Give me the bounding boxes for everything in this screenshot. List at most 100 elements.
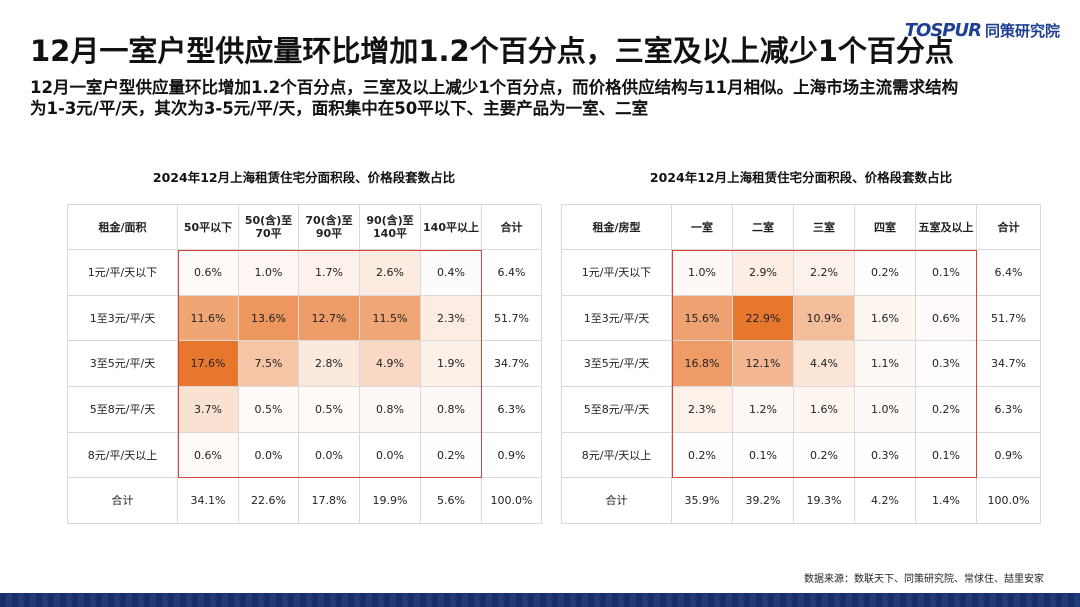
room-table-cell: 0.1% xyxy=(916,250,977,296)
area-table-cell: 0.6% xyxy=(178,432,239,479)
room-table-cell: 0.6% xyxy=(916,295,977,342)
area-table-row-label: 3至5元/平/天 xyxy=(68,341,178,388)
room-table-cell: 1.6% xyxy=(794,387,855,433)
room-table-row-label: 1至3元/平/天 xyxy=(562,295,672,342)
room-table-title: 2024年12月上海租赁住宅分面积段、价格段套数占比 xyxy=(649,170,953,185)
page-subtitle: 12月一室户型供应量环比增加1.2个百分点，三室及以上减少1个百分点，而价格供应… xyxy=(30,77,1060,119)
room-table-cell: 12.1% xyxy=(733,341,794,388)
area-table-cell: 1.0% xyxy=(239,250,299,296)
area-table-row-label: 1至3元/平/天 xyxy=(68,295,178,342)
area-table-cell: 2.3% xyxy=(421,295,482,342)
room-table-header-4: 四室 xyxy=(855,205,916,250)
area-table-cell: 0.5% xyxy=(239,387,299,433)
area-table-column-total: 34.1% xyxy=(178,478,239,525)
room-table-cell: 0.2% xyxy=(855,250,916,296)
room-table-header-2: 二室 xyxy=(733,205,794,250)
area-table-totals-label: 合计 xyxy=(68,478,178,525)
room-table-header-5: 五室及以上 xyxy=(916,205,977,250)
room-table-cell: 0.3% xyxy=(916,341,977,388)
room-table-cell: 2.2% xyxy=(794,250,855,296)
area-table-row-total: 0.9% xyxy=(482,432,542,479)
area-table-cell: 11.6% xyxy=(178,295,239,342)
room-table-cell: 1.1% xyxy=(855,341,916,388)
room-table-cell: 0.3% xyxy=(855,432,916,479)
area-table-cell: 0.8% xyxy=(421,387,482,433)
area-table-cell: 0.6% xyxy=(178,250,239,296)
data-source-note: 数据来源：数联天下、同策研究院、常俅住、喆里安家 xyxy=(804,574,1044,585)
area-table-header-6: 合计 xyxy=(482,205,542,250)
room-table-cell: 2.9% xyxy=(733,250,794,296)
room-table-row-total: 6.4% xyxy=(977,250,1041,296)
area-table-header-5: 140平以上 xyxy=(421,205,482,250)
room-table-cell: 10.9% xyxy=(794,295,855,342)
area-table-cell: 0.0% xyxy=(299,432,360,479)
room-table-header-1: 一室 xyxy=(672,205,733,250)
area-price-table: 租金/面积 50平以下 50(含)至70平 70(含)至90平 90(含)至140平 14… xyxy=(67,204,542,525)
subtitle-line-1: 12月一室户型供应量环比增加1.2个百分点，三室及以上减少1个百分点，而价格供应… xyxy=(30,78,959,97)
room-table-header-0: 租金/房型 xyxy=(562,205,672,250)
room-table-cell: 0.2% xyxy=(794,432,855,479)
room-table-header-3: 三室 xyxy=(794,205,855,250)
room-table-cell: 4.4% xyxy=(794,341,855,388)
room-table-row-label: 8元/平/天以上 xyxy=(562,432,672,479)
area-table-cell: 1.9% xyxy=(421,341,482,388)
area-table-header-0: 租金/面积 xyxy=(68,205,178,250)
room-table-row-label: 1元/平/天以下 xyxy=(562,250,672,296)
room-table-row-label: 5至8元/平/天 xyxy=(562,387,672,433)
area-table-cell: 2.6% xyxy=(360,250,421,296)
area-table-row-total: 34.7% xyxy=(482,341,542,388)
area-table-header-3: 70(含)至90平 xyxy=(299,205,360,250)
area-table-cell: 17.6% xyxy=(178,341,239,388)
room-table-row-total: 51.7% xyxy=(977,295,1041,342)
room-table-column-total: 4.2% xyxy=(855,478,916,525)
area-table-header-4: 90(含)至140平 xyxy=(360,205,421,250)
logo-mark: TOSPUR xyxy=(904,20,982,41)
area-table-cell: 0.8% xyxy=(360,387,421,433)
area-table-row-label: 1元/平/天以下 xyxy=(68,250,178,296)
footer-bar xyxy=(0,593,1080,607)
room-table-cell: 1.0% xyxy=(672,250,733,296)
subtitle-line-2: 为1-3元/平/天，其次为3-5元/平/天，面积集中在50平以下、主要产品为一室… xyxy=(30,99,649,118)
area-table-grand-total: 100.0% xyxy=(482,478,542,525)
room-table-cell: 1.0% xyxy=(855,387,916,433)
brand-logo: TOSPUR 同策研究院 xyxy=(905,20,1060,41)
area-table-cell: 12.7% xyxy=(299,295,360,342)
page-title: 12月一室户型供应量环比增加1.2个百分点，三室及以上减少1个百分点 xyxy=(30,34,954,68)
area-table-row-total: 6.4% xyxy=(482,250,542,296)
room-table-row-total: 34.7% xyxy=(977,341,1041,388)
area-table-column-total: 17.8% xyxy=(299,478,360,525)
area-table-column-total: 19.9% xyxy=(360,478,421,525)
area-table-cell: 0.4% xyxy=(421,250,482,296)
area-table-cell: 0.0% xyxy=(360,432,421,479)
room-table-column-total: 1.4% xyxy=(916,478,977,525)
room-table-cell: 1.2% xyxy=(733,387,794,433)
area-table-cell: 11.5% xyxy=(360,295,421,342)
room-table-column-total: 19.3% xyxy=(794,478,855,525)
area-table-cell: 0.2% xyxy=(421,432,482,479)
area-table-cell: 3.7% xyxy=(178,387,239,433)
room-table-cell: 1.6% xyxy=(855,295,916,342)
area-table-header-2: 50(含)至70平 xyxy=(239,205,299,250)
room-table-row-label: 3至5元/平/天 xyxy=(562,341,672,388)
room-price-table-block: 2024年12月上海租赁住宅分面积段、价格段套数占比 租金/房型 一室 二室 三室 四室… xyxy=(561,168,1041,525)
area-table-cell: 4.9% xyxy=(360,341,421,388)
room-table-cell: 0.1% xyxy=(733,432,794,479)
room-table-cell: 0.2% xyxy=(672,432,733,479)
area-table-cell: 13.6% xyxy=(239,295,299,342)
area-table-column-total: 22.6% xyxy=(239,478,299,525)
room-table-grand-total: 100.0% xyxy=(977,478,1041,525)
room-table-row-total: 0.9% xyxy=(977,432,1041,479)
area-table-row-label: 5至8元/平/天 xyxy=(68,387,178,433)
room-table-row-total: 6.3% xyxy=(977,387,1041,433)
room-table-totals-label: 合计 xyxy=(562,478,672,525)
room-table-cell: 0.1% xyxy=(916,432,977,479)
area-table-column-total: 5.6% xyxy=(421,478,482,525)
room-table-cell: 22.9% xyxy=(733,295,794,342)
area-table-row-total: 6.3% xyxy=(482,387,542,433)
area-table-title: 2024年12月上海租赁住宅分面积段、价格段套数占比 xyxy=(152,170,456,185)
room-table-cell: 0.2% xyxy=(916,387,977,433)
room-table-cell: 15.6% xyxy=(672,295,733,342)
area-table-cell: 0.0% xyxy=(239,432,299,479)
room-price-table: 租金/房型 一室 二室 三室 四室 五室及以上 合计 1元/平/天以下 1.0% 2.9% 2.2%… xyxy=(561,204,1041,525)
room-table-cell: 2.3% xyxy=(672,387,733,433)
